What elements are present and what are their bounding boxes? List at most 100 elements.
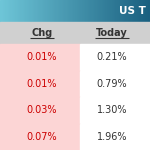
Bar: [121, 0, 123, 22]
Bar: [119, 0, 120, 22]
Bar: [145, 0, 147, 22]
Bar: [33, 0, 34, 22]
Bar: [147, 0, 149, 22]
Bar: [72, 0, 74, 22]
Bar: [98, 0, 99, 22]
Bar: [50, 0, 52, 22]
Bar: [0, 22, 150, 44]
Bar: [146, 0, 148, 22]
Bar: [89, 0, 90, 22]
Bar: [116, 0, 118, 22]
Bar: [26, 0, 28, 22]
Bar: [57, 0, 59, 22]
Bar: [129, 0, 130, 22]
Bar: [0, 0, 2, 22]
Bar: [18, 0, 19, 22]
Bar: [87, 0, 89, 22]
Bar: [117, 0, 119, 22]
Bar: [124, 0, 126, 22]
Bar: [96, 0, 98, 22]
Bar: [114, 0, 116, 22]
Bar: [9, 0, 11, 22]
Bar: [15, 0, 17, 22]
Bar: [56, 0, 58, 22]
Bar: [1, 0, 3, 22]
Bar: [111, 0, 113, 22]
Bar: [126, 0, 128, 22]
Bar: [141, 0, 143, 22]
Bar: [21, 0, 23, 22]
Bar: [91, 0, 93, 22]
Bar: [104, 0, 105, 22]
Text: 0.79%: 0.79%: [97, 79, 127, 89]
Bar: [90, 0, 92, 22]
Text: 0.01%: 0.01%: [27, 79, 57, 89]
Bar: [132, 0, 134, 22]
Bar: [16, 0, 18, 22]
Text: 0.03%: 0.03%: [27, 105, 57, 115]
Text: Today: Today: [96, 28, 128, 38]
Bar: [20, 0, 22, 22]
Bar: [99, 0, 100, 22]
Bar: [144, 0, 146, 22]
Bar: [3, 0, 4, 22]
Bar: [0, 70, 80, 97]
Bar: [63, 0, 64, 22]
Bar: [68, 0, 69, 22]
Bar: [80, 97, 150, 123]
Bar: [85, 0, 87, 22]
Bar: [80, 0, 82, 22]
Text: US T: US T: [119, 6, 146, 16]
Bar: [36, 0, 38, 22]
Bar: [142, 0, 144, 22]
Bar: [39, 0, 41, 22]
Bar: [30, 0, 32, 22]
Bar: [135, 0, 137, 22]
Bar: [110, 0, 112, 22]
Bar: [66, 0, 68, 22]
Bar: [45, 0, 47, 22]
Bar: [14, 0, 15, 22]
Text: 0.07%: 0.07%: [27, 132, 57, 142]
Bar: [52, 0, 54, 22]
Bar: [120, 0, 122, 22]
Bar: [100, 0, 102, 22]
Bar: [38, 0, 39, 22]
Bar: [139, 0, 141, 22]
Bar: [71, 0, 73, 22]
Bar: [105, 0, 107, 22]
Bar: [101, 0, 103, 22]
Bar: [74, 0, 75, 22]
Bar: [40, 0, 42, 22]
Bar: [61, 0, 63, 22]
Bar: [59, 0, 60, 22]
Bar: [75, 0, 77, 22]
Bar: [109, 0, 111, 22]
Bar: [41, 0, 43, 22]
Bar: [35, 0, 37, 22]
Bar: [44, 0, 45, 22]
Bar: [0, 123, 80, 150]
Bar: [140, 0, 142, 22]
Bar: [108, 0, 109, 22]
Bar: [11, 0, 13, 22]
Bar: [55, 0, 57, 22]
Bar: [86, 0, 88, 22]
Bar: [130, 0, 132, 22]
Bar: [94, 0, 96, 22]
Bar: [49, 0, 51, 22]
Bar: [19, 0, 21, 22]
Bar: [80, 123, 150, 150]
Bar: [6, 0, 8, 22]
Bar: [78, 0, 79, 22]
Bar: [149, 0, 150, 22]
Bar: [136, 0, 138, 22]
Bar: [12, 0, 14, 22]
Text: 0.21%: 0.21%: [97, 52, 127, 62]
Bar: [134, 0, 135, 22]
Bar: [93, 0, 94, 22]
Text: 1.96%: 1.96%: [97, 132, 127, 142]
Bar: [46, 0, 48, 22]
Bar: [106, 0, 108, 22]
Text: Chg: Chg: [31, 28, 53, 38]
